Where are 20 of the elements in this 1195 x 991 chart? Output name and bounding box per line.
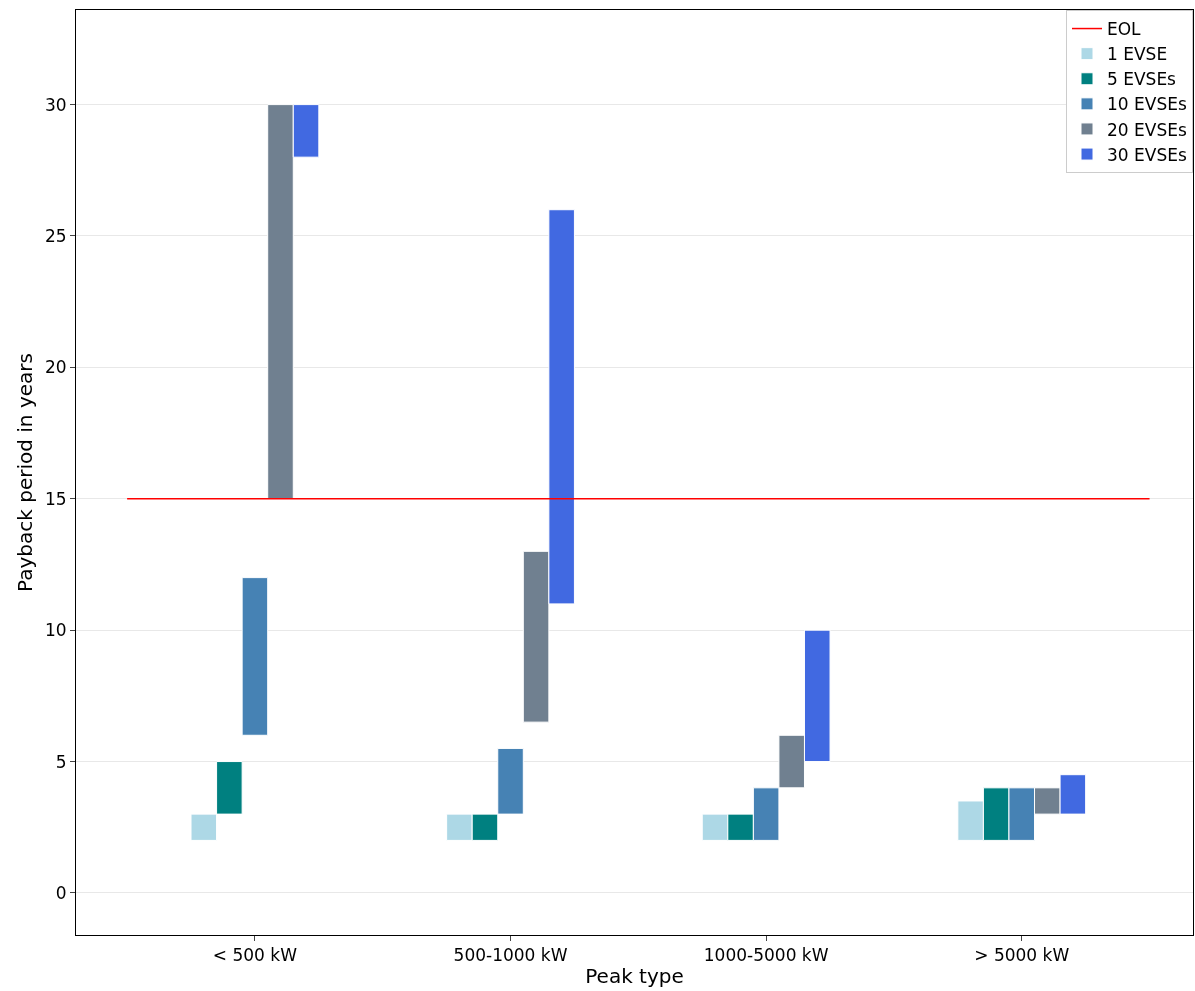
legend-label: 10 EVSEs [1107, 94, 1187, 115]
y-tick-label: 30 [44, 94, 67, 115]
y-tick-label: 25 [44, 225, 67, 246]
x-axis-title: Peak type [585, 963, 684, 988]
legend-label: 30 EVSEs [1107, 144, 1187, 165]
y-tick-label: 10 [44, 620, 67, 641]
y-tick-label: 0 [55, 882, 67, 903]
legend-label: 1 EVSE [1107, 44, 1168, 65]
legend-label: 20 EVSEs [1107, 119, 1187, 140]
y-tick-label: 15 [44, 488, 67, 509]
x-tick-label: < 500 kW [212, 945, 298, 966]
x-tick-label: > 5000 kW [974, 945, 1070, 966]
bar [241, 577, 269, 736]
legend-label: EOL [1107, 19, 1142, 40]
x-tick-label: 1000-5000 kW [703, 945, 829, 966]
y-tick-label: 20 [44, 357, 67, 378]
y-tick-label: 5 [55, 751, 67, 772]
legend-label: 5 EVSEs [1107, 69, 1177, 90]
y-axis-title: Payback period in years [13, 353, 38, 592]
x-tick-label: 500-1000 kW [453, 945, 568, 966]
